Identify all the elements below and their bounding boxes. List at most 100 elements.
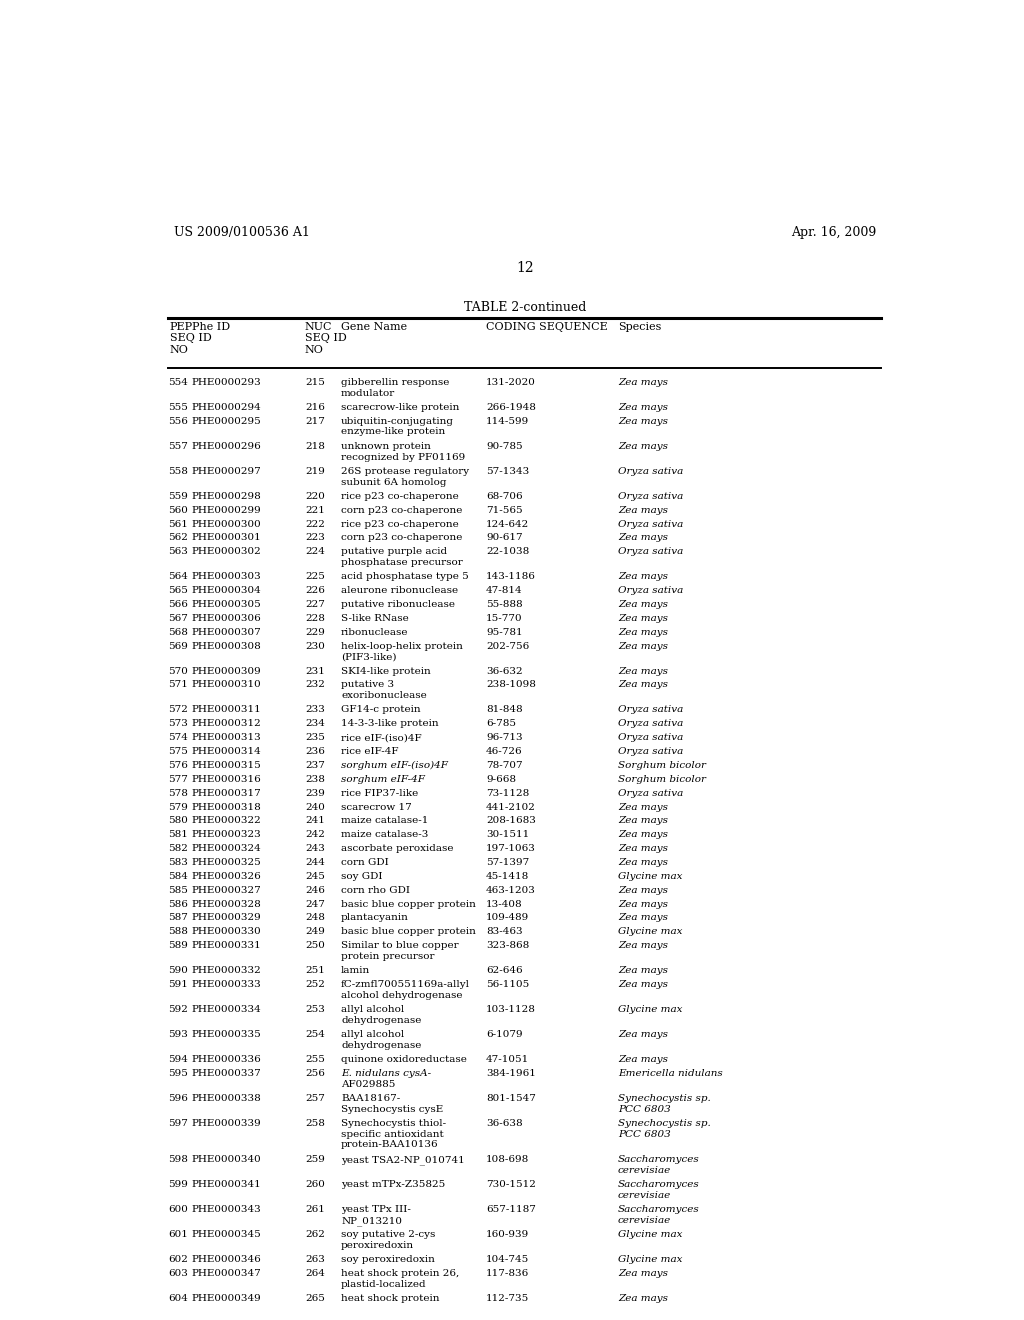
Text: Zea mays: Zea mays — [617, 573, 668, 581]
Text: PHE0000312: PHE0000312 — [191, 719, 261, 729]
Text: 244: 244 — [306, 858, 326, 867]
Text: 557: 557 — [168, 442, 187, 450]
Text: PHE0000334: PHE0000334 — [191, 1005, 261, 1014]
Text: Oryza sativa: Oryza sativa — [617, 788, 683, 797]
Text: 575: 575 — [168, 747, 187, 756]
Text: fC-zmfl700551169a-allyl
alcohol dehydrogenase: fC-zmfl700551169a-allyl alcohol dehydrog… — [341, 979, 470, 999]
Text: PHE0000322: PHE0000322 — [191, 816, 261, 825]
Text: PHE0000337: PHE0000337 — [191, 1069, 261, 1078]
Text: 572: 572 — [168, 705, 187, 714]
Text: 582: 582 — [168, 843, 187, 853]
Text: 581: 581 — [168, 830, 187, 840]
Text: 801-1547: 801-1547 — [486, 1094, 536, 1104]
Text: PHE0000316: PHE0000316 — [191, 775, 261, 784]
Text: PHE0000330: PHE0000330 — [191, 927, 261, 936]
Text: 596: 596 — [168, 1094, 187, 1104]
Text: Sorghum bicolor: Sorghum bicolor — [617, 760, 706, 770]
Text: 232: 232 — [306, 681, 326, 689]
Text: 14-3-3-like protein: 14-3-3-like protein — [341, 719, 438, 729]
Text: PHE0000293: PHE0000293 — [191, 378, 261, 387]
Text: 96-713: 96-713 — [486, 733, 522, 742]
Text: rice FIP37-like: rice FIP37-like — [341, 788, 419, 797]
Text: Sorghum bicolor: Sorghum bicolor — [617, 775, 706, 784]
Text: 215: 215 — [306, 378, 326, 387]
Text: PHE0000326: PHE0000326 — [191, 871, 261, 880]
Text: 730-1512: 730-1512 — [486, 1180, 536, 1189]
Text: ascorbate peroxidase: ascorbate peroxidase — [341, 843, 454, 853]
Text: 565: 565 — [168, 586, 187, 595]
Text: CODING SEQUENCE: CODING SEQUENCE — [486, 322, 608, 331]
Text: 81-848: 81-848 — [486, 705, 522, 714]
Text: 602: 602 — [168, 1255, 187, 1265]
Text: plantacyanin: plantacyanin — [341, 913, 409, 923]
Text: 441-2102: 441-2102 — [486, 803, 536, 812]
Text: quinone oxidoreductase: quinone oxidoreductase — [341, 1055, 467, 1064]
Text: Oryza sativa: Oryza sativa — [617, 548, 683, 556]
Text: 15-770: 15-770 — [486, 614, 522, 623]
Text: aleurone ribonuclease: aleurone ribonuclease — [341, 586, 459, 595]
Text: PHE0000294: PHE0000294 — [191, 403, 261, 412]
Text: Oryza sativa: Oryza sativa — [617, 492, 683, 500]
Text: 22-1038: 22-1038 — [486, 548, 529, 556]
Text: 68-706: 68-706 — [486, 492, 522, 500]
Text: 587: 587 — [168, 913, 187, 923]
Text: 218: 218 — [306, 442, 326, 450]
Text: PHE0000318: PHE0000318 — [191, 803, 261, 812]
Text: PHE0000346: PHE0000346 — [191, 1255, 261, 1265]
Text: Glycine max: Glycine max — [617, 1255, 682, 1265]
Text: PHE0000305: PHE0000305 — [191, 601, 261, 609]
Text: 108-698: 108-698 — [486, 1155, 529, 1164]
Text: 230: 230 — [306, 642, 326, 651]
Text: Zea mays: Zea mays — [617, 979, 668, 989]
Text: 197-1063: 197-1063 — [486, 843, 536, 853]
Text: 264: 264 — [306, 1269, 326, 1278]
Text: 83-463: 83-463 — [486, 927, 522, 936]
Text: 574: 574 — [168, 733, 187, 742]
Text: 579: 579 — [168, 803, 187, 812]
Text: 226: 226 — [306, 586, 326, 595]
Text: 90-785: 90-785 — [486, 442, 522, 450]
Text: Phe ID: Phe ID — [191, 322, 229, 331]
Text: 143-1186: 143-1186 — [486, 573, 536, 581]
Text: yeast TSA2-NP_010741: yeast TSA2-NP_010741 — [341, 1155, 465, 1164]
Text: 247: 247 — [306, 899, 326, 908]
Text: Saccharomyces
cerevisiae: Saccharomyces cerevisiae — [617, 1205, 699, 1225]
Text: 13-408: 13-408 — [486, 899, 522, 908]
Text: putative purple acid
phosphatase precursor: putative purple acid phosphatase precurs… — [341, 548, 463, 568]
Text: Zea mays: Zea mays — [617, 941, 668, 950]
Text: 265: 265 — [306, 1294, 326, 1303]
Text: allyl alcohol
dehydrogenase: allyl alcohol dehydrogenase — [341, 1030, 422, 1049]
Text: 594: 594 — [168, 1055, 187, 1064]
Text: Zea mays: Zea mays — [617, 378, 668, 387]
Text: 595: 595 — [168, 1069, 187, 1078]
Text: 586: 586 — [168, 899, 187, 908]
Text: 55-888: 55-888 — [486, 601, 522, 609]
Text: Zea mays: Zea mays — [617, 417, 668, 426]
Text: 571: 571 — [168, 681, 187, 689]
Text: 227: 227 — [306, 601, 326, 609]
Text: PHE0000349: PHE0000349 — [191, 1294, 261, 1303]
Text: 208-1683: 208-1683 — [486, 816, 536, 825]
Text: 266-1948: 266-1948 — [486, 403, 536, 412]
Text: PHE0000336: PHE0000336 — [191, 1055, 261, 1064]
Text: 36-632: 36-632 — [486, 667, 522, 676]
Text: PHE0000340: PHE0000340 — [191, 1155, 261, 1164]
Text: 245: 245 — [306, 871, 326, 880]
Text: 160-939: 160-939 — [486, 1230, 529, 1239]
Text: 585: 585 — [168, 886, 187, 895]
Text: PHE0000306: PHE0000306 — [191, 614, 261, 623]
Text: 241: 241 — [306, 816, 326, 825]
Text: 573: 573 — [168, 719, 187, 729]
Text: 569: 569 — [168, 642, 187, 651]
Text: 560: 560 — [168, 506, 187, 515]
Text: TABLE 2-continued: TABLE 2-continued — [464, 301, 586, 314]
Text: 577: 577 — [168, 775, 187, 784]
Text: PHE0000329: PHE0000329 — [191, 913, 261, 923]
Text: BAA18167-
Synechocystis cysE: BAA18167- Synechocystis cysE — [341, 1094, 443, 1114]
Text: PHE0000311: PHE0000311 — [191, 705, 261, 714]
Text: 26S protease regulatory
subunit 6A homolog: 26S protease regulatory subunit 6A homol… — [341, 467, 469, 487]
Text: 588: 588 — [168, 927, 187, 936]
Text: PHE0000343: PHE0000343 — [191, 1205, 261, 1214]
Text: 56-1105: 56-1105 — [486, 979, 529, 989]
Text: PHE0000325: PHE0000325 — [191, 858, 261, 867]
